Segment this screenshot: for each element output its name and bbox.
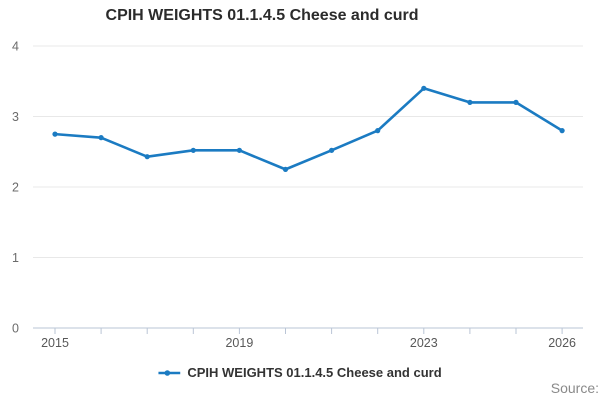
y-axis-tick-label: 0 bbox=[12, 322, 19, 336]
x-axis-tick-label: 2015 bbox=[41, 336, 69, 350]
data-point-marker bbox=[421, 85, 427, 91]
y-axis-tick-label: 1 bbox=[12, 251, 19, 265]
data-point-marker bbox=[52, 131, 58, 137]
legend-label: CPIH WEIGHTS 01.1.4.5 Cheese and curd bbox=[187, 365, 442, 380]
data-point-marker bbox=[375, 128, 381, 134]
x-axis-tick-label: 2026 bbox=[548, 336, 576, 350]
series-line bbox=[53, 87, 564, 171]
data-point-marker bbox=[236, 147, 242, 153]
source-label: Source: bbox=[550, 380, 599, 396]
legend-line-marker-icon bbox=[158, 369, 181, 376]
data-point-marker bbox=[190, 147, 196, 153]
data-point-marker bbox=[329, 147, 335, 153]
chart-title: CPIH WEIGHTS 01.1.4.5 Cheese and curd bbox=[105, 7, 419, 24]
data-point-marker bbox=[467, 99, 473, 105]
data-point-marker bbox=[98, 135, 104, 141]
y-axis-tick-label: 3 bbox=[12, 110, 19, 124]
data-point-marker bbox=[559, 128, 565, 134]
x-axis-tick-label: 2023 bbox=[410, 336, 438, 350]
data-point-marker bbox=[513, 99, 519, 105]
y-axis-tick-label: 2 bbox=[12, 181, 19, 195]
data-point-marker bbox=[282, 166, 289, 172]
legend-item[interactable]: CPIH WEIGHTS 01.1.4.5 Cheese and curd bbox=[158, 365, 442, 380]
data-point-marker bbox=[144, 154, 150, 160]
y-axis-tick-label: 4 bbox=[12, 40, 19, 54]
x-axis-tick-label: 2019 bbox=[225, 336, 253, 350]
